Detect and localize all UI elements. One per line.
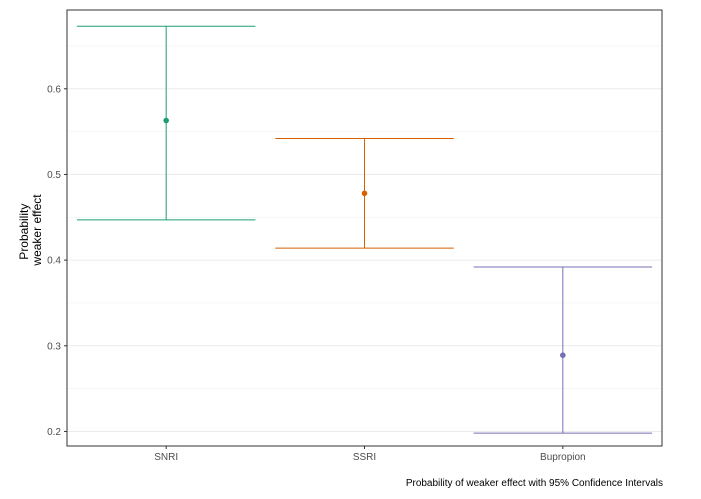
x-tick-label: SNRI <box>154 452 178 463</box>
estimate-point <box>361 190 368 197</box>
y-axis-title: Probability weaker effect <box>17 194 44 267</box>
y-tick-label: 0.2 <box>47 427 61 438</box>
y-tick-label: 0.4 <box>47 256 61 267</box>
y-axis-ticks: 0.2 0.3 0.4 0.5 0.6 <box>47 84 67 438</box>
x-tick-label: SSRI <box>353 452 376 463</box>
x-axis-ticks: SNRI SSRI Bupropion <box>154 446 586 463</box>
estimate-point <box>163 117 169 124</box>
error-bar-snri <box>76 25 256 221</box>
error-bars <box>76 25 653 434</box>
error-bar-ssri <box>275 137 454 249</box>
chart-caption: Probability of weaker effect with 95% Co… <box>405 478 663 489</box>
error-bar-bupropion <box>473 266 653 434</box>
y-tick-label: 0.3 <box>47 341 61 352</box>
y-tick-label: 0.5 <box>47 170 61 181</box>
y-tick-label: 0.6 <box>47 84 61 95</box>
x-tick-label: Bupropion <box>540 452 586 463</box>
estimate-point <box>560 352 566 359</box>
